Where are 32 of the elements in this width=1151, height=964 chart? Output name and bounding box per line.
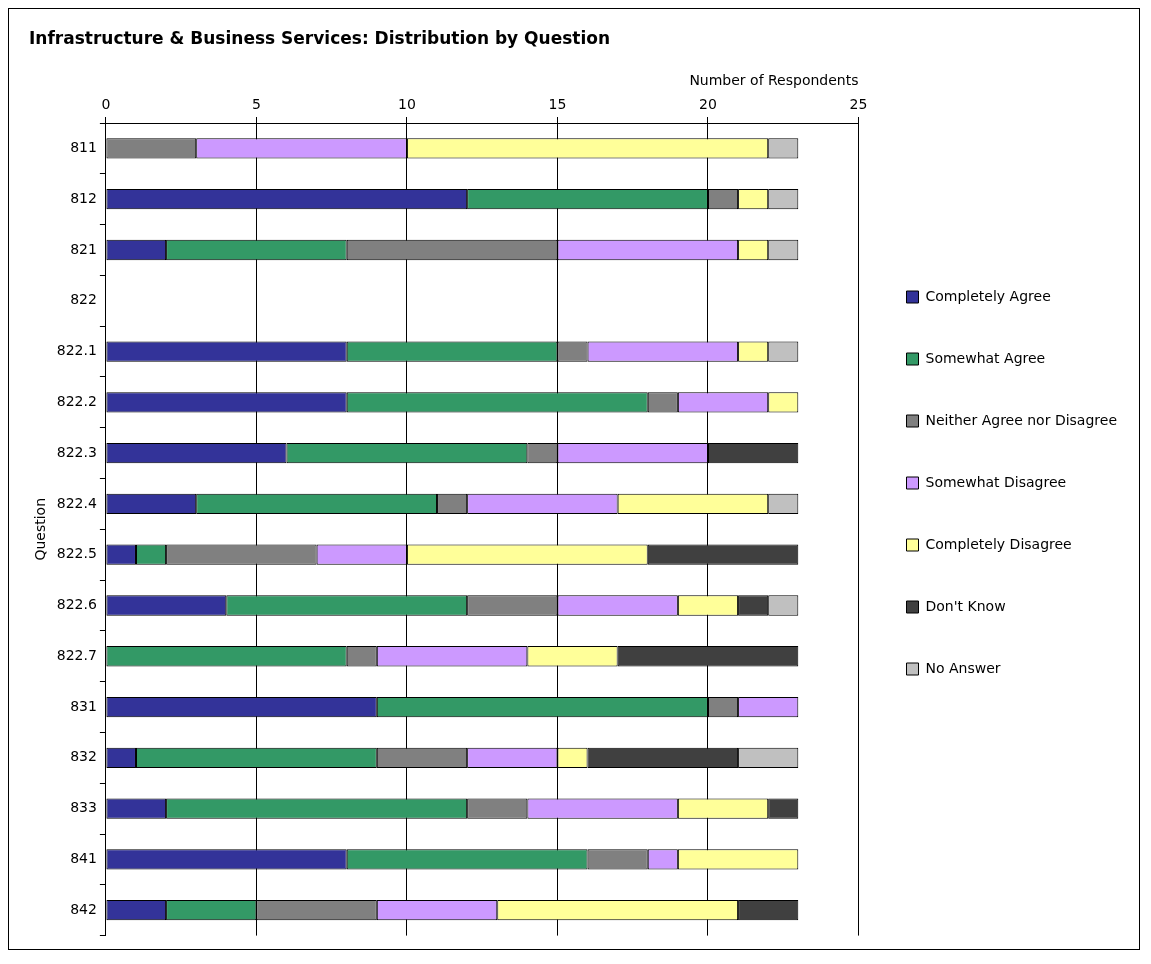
legend-label: No Answer (925, 659, 1001, 676)
y-tick-label: 822 (70, 291, 97, 308)
y-tick-label: 822.2 (56, 392, 97, 409)
legend-label: Completely Disagree (925, 535, 1072, 552)
x-tick-label: 0 (101, 96, 111, 113)
y-tick-label: 822.1 (56, 342, 97, 359)
x-tick-label: 15 (548, 96, 567, 113)
legend-label: Somewhat Disagree (925, 473, 1067, 490)
y-axis-title: Question (32, 497, 49, 561)
x-tick-label: 20 (699, 96, 717, 113)
y-tick-label: 822.5 (56, 545, 97, 562)
y-tick-label: 812 (70, 189, 97, 206)
y-tick-label: 821 (70, 240, 97, 257)
legend-label: Neither Agree nor Disagree (925, 411, 1117, 428)
y-tick-label: 811 (70, 139, 97, 156)
y-tick-label: 832 (70, 748, 97, 765)
x-tick-label: 25 (849, 96, 868, 113)
y-tick-label: 831 (70, 697, 97, 714)
x-tick-label: 10 (398, 96, 416, 113)
y-tick-label: 822.3 (56, 443, 97, 460)
y-tick-label: 833 (70, 799, 97, 816)
legend-label: Don't Know (925, 597, 1006, 614)
legend-label: Somewhat Agree (925, 349, 1046, 366)
y-tick-label: 822.6 (56, 596, 97, 613)
y-tick-label: 822.4 (56, 494, 97, 511)
legend-label: Completely Agree (925, 287, 1051, 304)
y-tick-label: 822.7 (56, 646, 97, 663)
y-tick-label: 842 (70, 900, 97, 917)
x-axis-title: Number of Respondents (689, 72, 859, 89)
y-tick-label: 841 (70, 850, 97, 867)
chart-title: Infrastructure & Business Services: Distribution by Question (29, 27, 611, 48)
x-tick-label: 5 (251, 96, 261, 113)
